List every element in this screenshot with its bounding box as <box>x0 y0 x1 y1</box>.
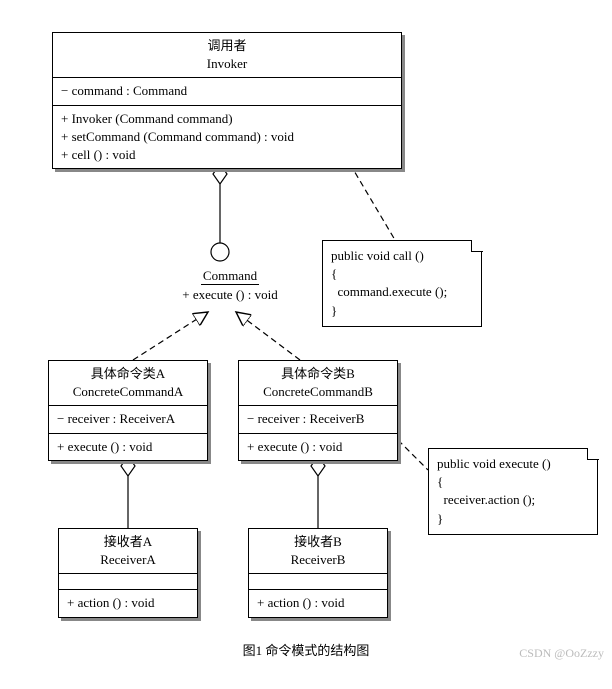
class-methods: + Invoker (Command command) + setCommand… <box>53 106 401 169</box>
note-call: public void call () { command.execute ()… <box>322 240 482 327</box>
note-line: } <box>437 510 589 528</box>
note-line: public void execute () <box>437 455 589 473</box>
method-line: + Invoker (Command command) <box>61 110 393 128</box>
note-execute: public void execute () { receiver.action… <box>428 448 598 535</box>
class-invoker: 调用者 Invoker − command : Command + Invoke… <box>52 32 402 169</box>
class-methods: + execute () : void <box>239 434 397 460</box>
note-line: command.execute (); <box>331 283 473 301</box>
attr-line: − command : Command <box>61 82 393 100</box>
class-title: 具体命令类A ConcreteCommandA <box>49 361 207 406</box>
class-title: 接收者A ReceiverA <box>59 529 197 574</box>
class-attributes: − receiver : ReceiverB <box>239 406 397 433</box>
method-line: + execute () : void <box>247 438 389 456</box>
class-title: 具体命令类B ConcreteCommandB <box>239 361 397 406</box>
class-attributes: − command : Command <box>53 78 401 105</box>
interface-command: Command + execute () : void <box>160 268 300 303</box>
class-receiver-a: 接收者A ReceiverA + action () : void <box>58 528 198 618</box>
title-en: Invoker <box>61 55 393 73</box>
method-line: + setCommand (Command command) : void <box>61 128 393 146</box>
class-receiver-b: 接收者B ReceiverB + action () : void <box>248 528 388 618</box>
watermark-text: CSDN @OoZzzy <box>519 646 604 661</box>
iface-name: Command <box>201 268 259 285</box>
class-methods: + execute () : void <box>49 434 207 460</box>
note-fold-icon <box>587 448 599 460</box>
title-cn: 具体命令类B <box>247 365 389 383</box>
method-line: + execute () : void <box>57 438 199 456</box>
class-concrete-command-a: 具体命令类A ConcreteCommandA − receiver : Rec… <box>48 360 208 461</box>
note-line: receiver.action (); <box>437 491 589 509</box>
class-methods: + action () : void <box>59 590 197 616</box>
title-cn: 接收者B <box>257 533 379 551</box>
iface-op: + execute () : void <box>160 287 300 303</box>
title-en: ReceiverA <box>67 551 189 569</box>
attr-line: − receiver : ReceiverB <box>247 410 389 428</box>
attr-line: − receiver : ReceiverA <box>57 410 199 428</box>
title-en: ConcreteCommandA <box>57 383 199 401</box>
note-fold-icon <box>471 240 483 252</box>
class-methods: + action () : void <box>249 590 387 616</box>
title-cn: 具体命令类A <box>57 365 199 383</box>
title-en: ReceiverB <box>257 551 379 569</box>
note-line: public void call () <box>331 247 473 265</box>
note-line: { <box>331 265 473 283</box>
note-line: { <box>437 473 589 491</box>
class-attributes: − receiver : ReceiverA <box>49 406 207 433</box>
note-line: } <box>331 302 473 320</box>
class-title: 接收者B ReceiverB <box>249 529 387 574</box>
class-title: 调用者 Invoker <box>53 33 401 78</box>
method-line: + cell () : void <box>61 146 393 164</box>
method-line: + action () : void <box>257 594 379 612</box>
title-cn: 调用者 <box>61 37 393 55</box>
class-attributes <box>59 574 197 590</box>
class-attributes <box>249 574 387 590</box>
title-cn: 接收者A <box>67 533 189 551</box>
title-en: ConcreteCommandB <box>247 383 389 401</box>
class-concrete-command-b: 具体命令类B ConcreteCommandB − receiver : Rec… <box>238 360 398 461</box>
diagram-canvas: 调用者 Invoker − command : Command + Invoke… <box>0 0 612 689</box>
method-line: + action () : void <box>67 594 189 612</box>
